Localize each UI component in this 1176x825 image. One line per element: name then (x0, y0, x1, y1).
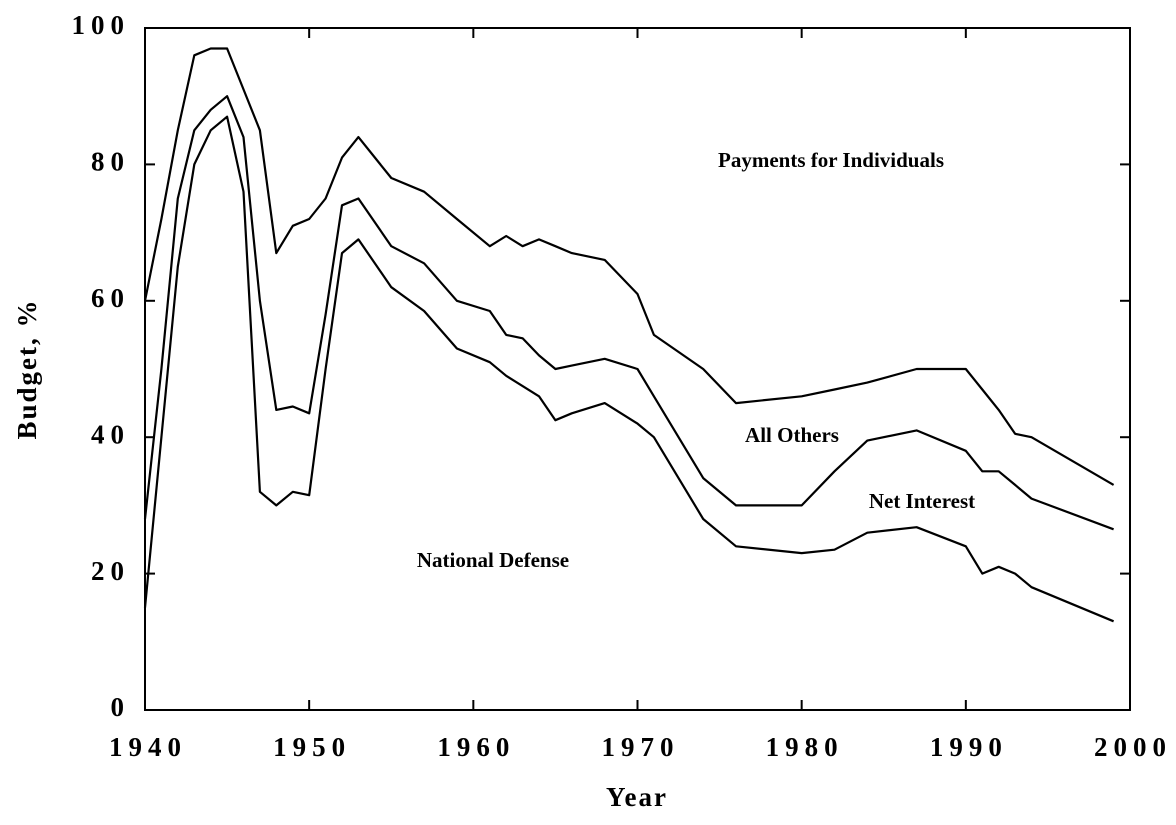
series-label: Net Interest (869, 489, 975, 513)
region-label: Payments for Individuals (718, 148, 944, 172)
series-line (143, 95, 1114, 531)
x-tick-label: 1960 (437, 732, 515, 762)
x-tick-label: 1950 (273, 732, 351, 762)
x-tick-label: 1970 (602, 732, 680, 762)
x-tick-label: 2000 (1094, 732, 1172, 762)
y-axis-title: Budget, % (12, 298, 42, 439)
y-tick-label: 60 (91, 283, 130, 313)
y-tick-label: 40 (91, 419, 130, 449)
x-axis-title: Year (606, 782, 668, 812)
x-tick-label: 1990 (930, 732, 1008, 762)
x-tick-label: 1980 (766, 732, 844, 762)
y-tick-label: 100 (72, 10, 131, 40)
y-tick-label: 20 (91, 556, 130, 586)
series-label: All Others (745, 423, 839, 447)
y-tick-label: 0 (111, 692, 131, 722)
series-line (143, 115, 1115, 623)
y-tick-label: 80 (91, 147, 130, 177)
series-label: National Defense (417, 548, 569, 572)
x-tick-label: 1940 (109, 732, 187, 762)
series-line (143, 47, 1115, 486)
